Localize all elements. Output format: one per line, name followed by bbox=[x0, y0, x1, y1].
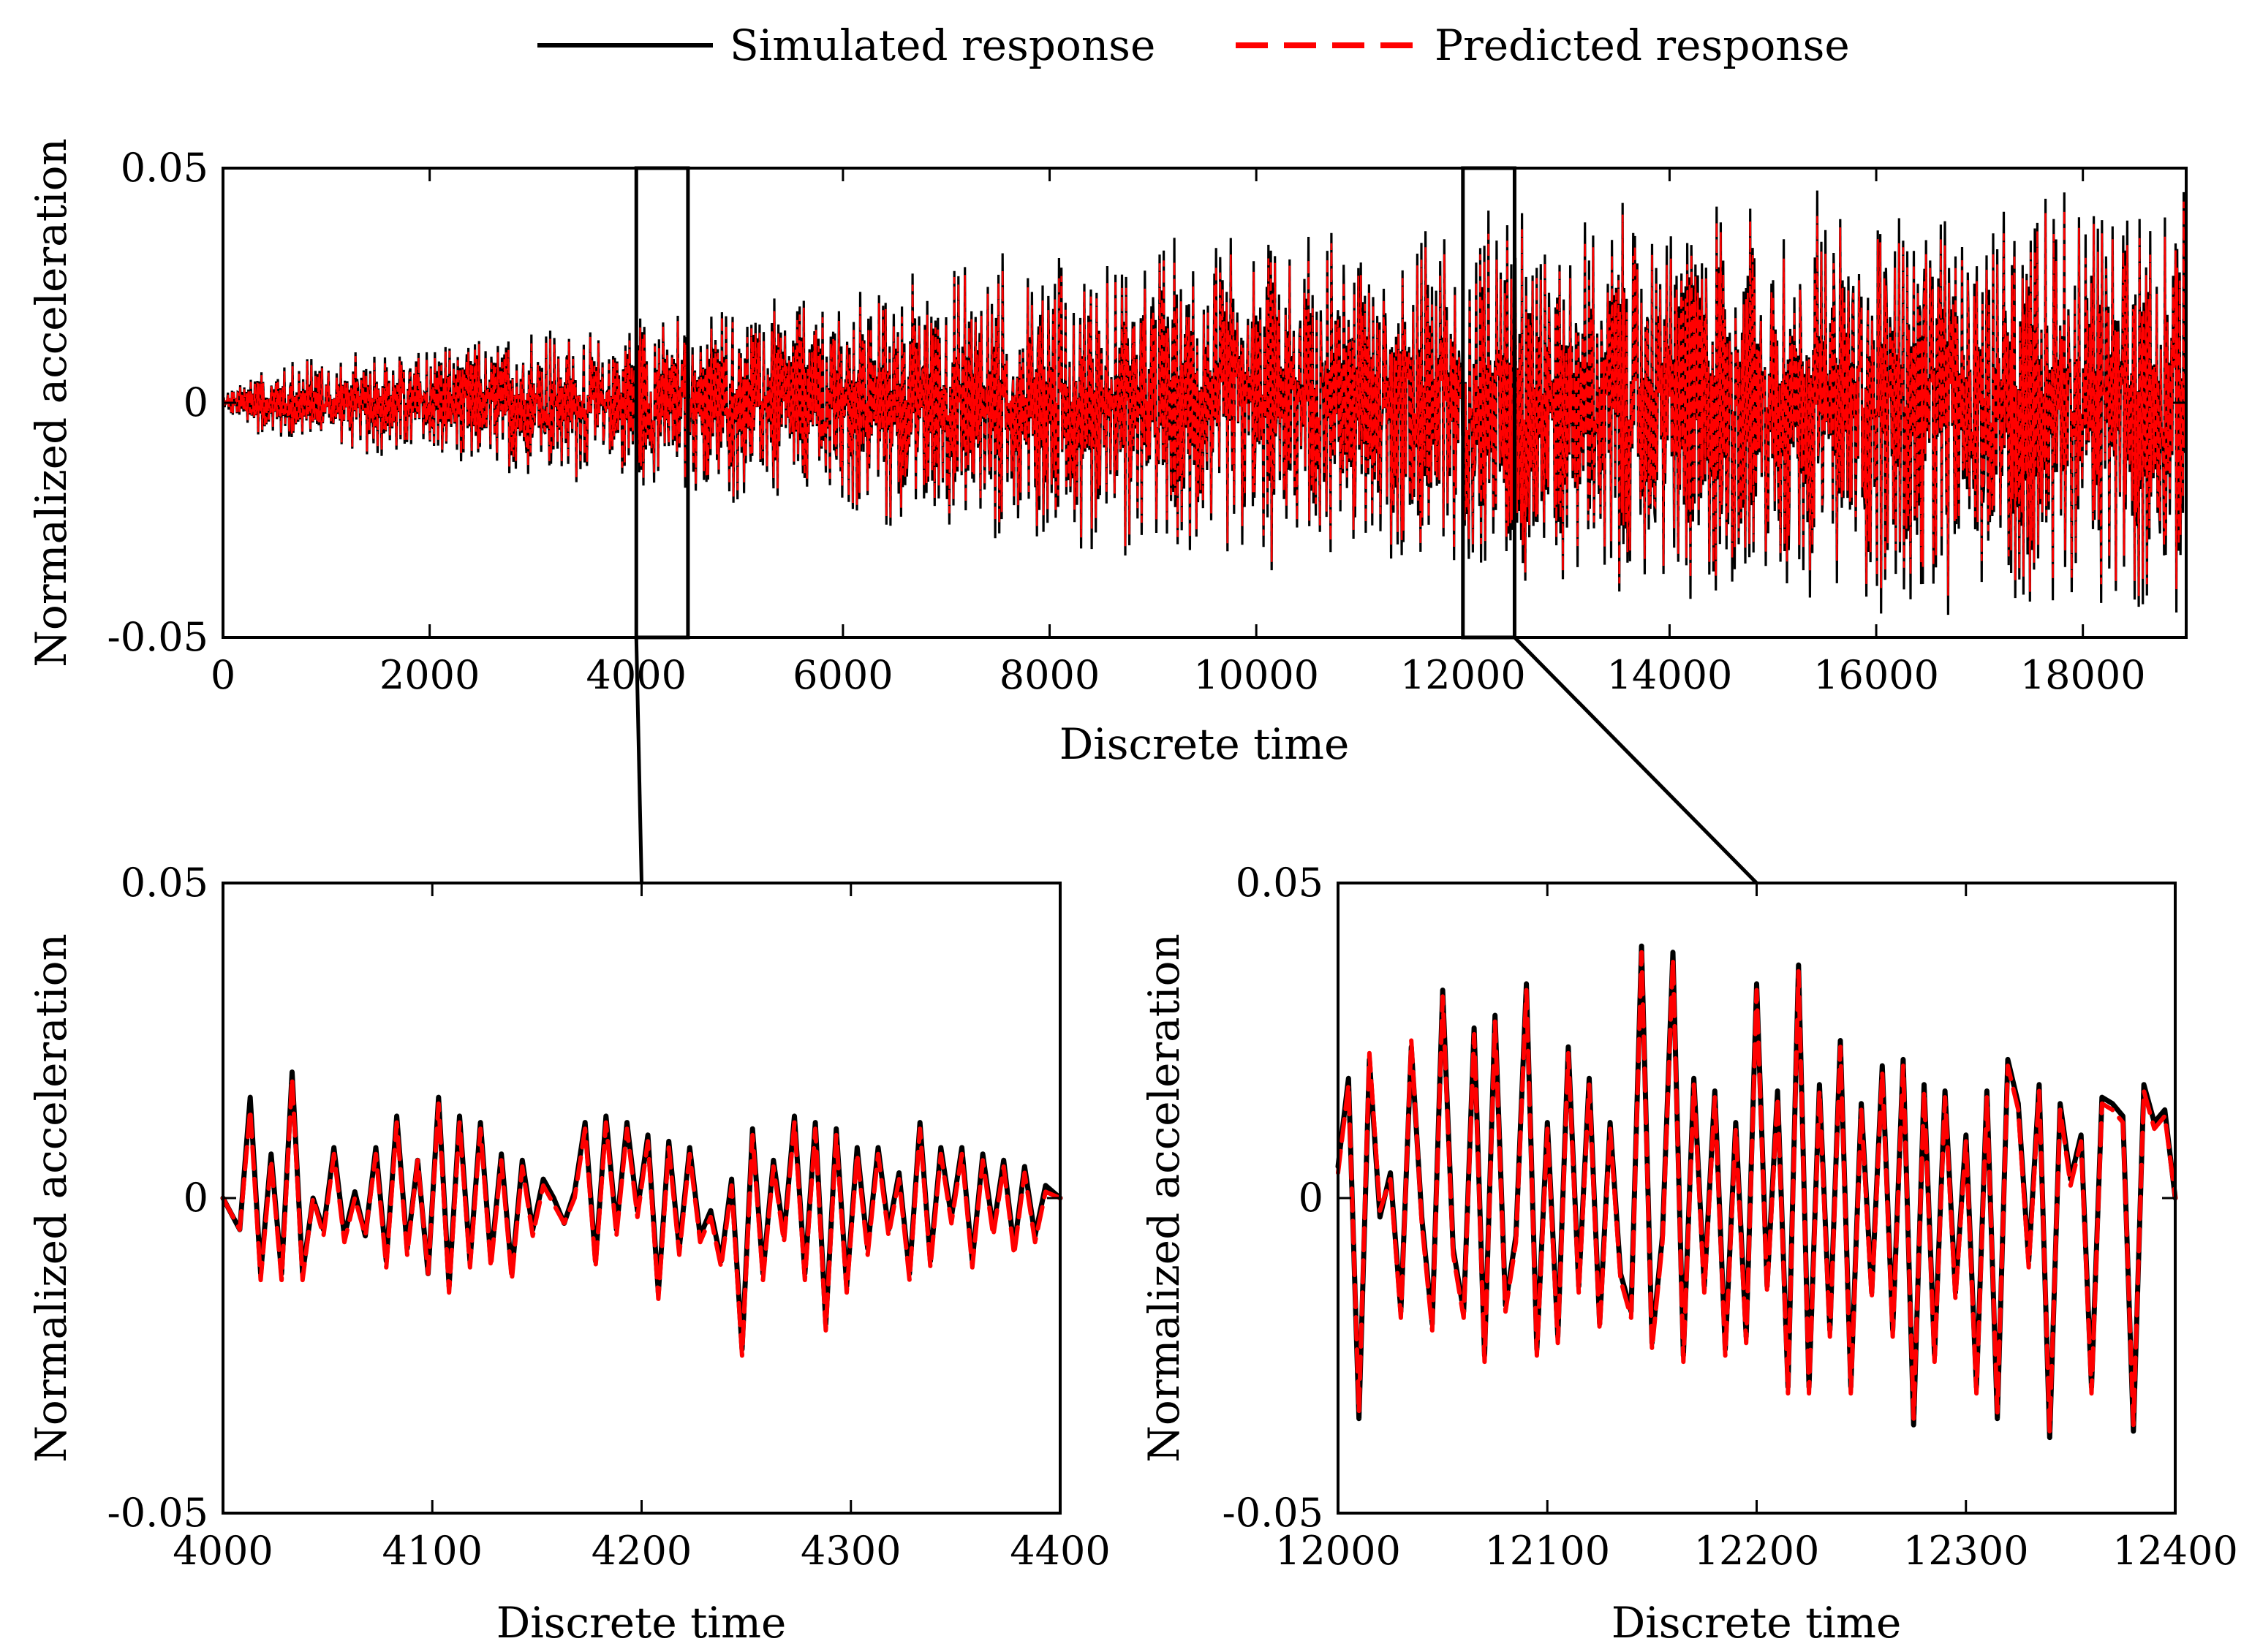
overview-x-ticks: 0 2000 4000 6000 8000 10000 12000 14000 16000 180… bbox=[211, 168, 2146, 698]
predicted-series-line bbox=[221, 1076, 1062, 1358]
y-tick-label: -0.05 bbox=[1223, 1490, 1323, 1536]
zoom-12000-y-ticks: -0.05 0 0.05 bbox=[1223, 860, 2175, 1536]
x-tick-label: 12000 bbox=[1400, 652, 1526, 698]
zoom-box-1 bbox=[634, 166, 690, 640]
panel-overview: 0 2000 4000 6000 8000 10000 12000 14000 16000 180… bbox=[26, 138, 2188, 769]
y-tick-label: 0 bbox=[184, 1175, 208, 1221]
zoom-connector-1 bbox=[634, 637, 643, 884]
overview-traces bbox=[222, 190, 2188, 615]
x-tick-label: 12100 bbox=[1484, 1528, 1610, 1574]
x-tick-label: 12200 bbox=[1694, 1528, 1820, 1574]
zoom-12000-x-axis-title: Discrete time bbox=[1611, 1598, 1902, 1648]
x-tick-label: 10000 bbox=[1193, 652, 1319, 698]
overview-x-axis-title: Discrete time bbox=[1059, 719, 1350, 769]
panel-zoom-12000: 12000 12100 12200 12300 12400 -0.05 0 0.05 Dis… bbox=[1139, 860, 2238, 1648]
zoom-4000-y-ticks: -0.05 0 0.05 bbox=[107, 860, 1060, 1536]
zoom-4000-x-ticks: 4000 4100 4200 4300 4400 bbox=[173, 883, 1111, 1574]
y-tick-label: 0.05 bbox=[1236, 860, 1323, 906]
y-tick-label: -0.05 bbox=[107, 1490, 208, 1536]
predicted-series-line bbox=[222, 201, 2188, 596]
legend-simulated-label: Simulated response bbox=[730, 20, 1155, 70]
y-tick-label: 0.05 bbox=[121, 860, 208, 906]
x-tick-label: 4100 bbox=[382, 1528, 483, 1574]
zoom-12000-x-ticks: 12000 12100 12200 12300 12400 bbox=[1275, 883, 2238, 1574]
overview-y-ticks: -0.05 0 0.05 bbox=[107, 145, 2186, 660]
legend-predicted-label: Predicted response bbox=[1435, 20, 1850, 70]
x-tick-label: 4000 bbox=[173, 1528, 273, 1574]
x-tick-label: 2000 bbox=[379, 652, 480, 698]
y-tick-label: -0.05 bbox=[107, 614, 208, 660]
zoom-connectors bbox=[634, 636, 1758, 884]
x-tick-label: 4400 bbox=[1010, 1528, 1110, 1574]
x-tick-label: 18000 bbox=[2020, 652, 2146, 698]
zoom-4000-x-axis-title: Discrete time bbox=[496, 1598, 787, 1648]
x-tick-label: 4200 bbox=[592, 1528, 692, 1574]
x-tick-label: 0 bbox=[211, 652, 235, 698]
x-tick-label: 8000 bbox=[1000, 652, 1100, 698]
overview-y-axis-title: Normalized acceleration bbox=[26, 138, 76, 667]
legend: Simulated response Predicted response bbox=[537, 20, 1850, 70]
x-tick-label: 12300 bbox=[1903, 1528, 2029, 1574]
zoom-box-2 bbox=[1461, 166, 1516, 640]
x-tick-label: 12400 bbox=[2112, 1528, 2238, 1574]
x-tick-label: 14000 bbox=[1607, 652, 1733, 698]
panel-zoom-4000: 4000 4100 4200 4300 4400 -0.05 0 0.05 Discrete… bbox=[26, 860, 1111, 1648]
y-tick-label: 0 bbox=[1299, 1175, 1323, 1221]
x-tick-label: 6000 bbox=[793, 652, 893, 698]
zoom-connector-2 bbox=[1513, 636, 1758, 884]
zoom-4000-y-axis-title: Normalized acceleration bbox=[26, 933, 76, 1463]
x-tick-label: 12000 bbox=[1275, 1528, 1401, 1574]
y-tick-label: 0 bbox=[184, 379, 208, 425]
zoom-12000-traces bbox=[1335, 943, 2178, 1441]
simulated-series-line bbox=[222, 190, 2188, 615]
zoom-4000-traces bbox=[220, 1069, 1063, 1358]
predicted-series-line bbox=[1336, 950, 2177, 1433]
overview-plot-area bbox=[222, 190, 2188, 615]
overview-zoom-boxes bbox=[634, 166, 1516, 640]
x-tick-label: 4300 bbox=[801, 1528, 901, 1574]
y-tick-label: 0.05 bbox=[121, 145, 208, 191]
zoom-12000-y-axis-title: Normalized acceleration bbox=[1139, 933, 1189, 1463]
x-tick-label: 16000 bbox=[1813, 652, 1939, 698]
